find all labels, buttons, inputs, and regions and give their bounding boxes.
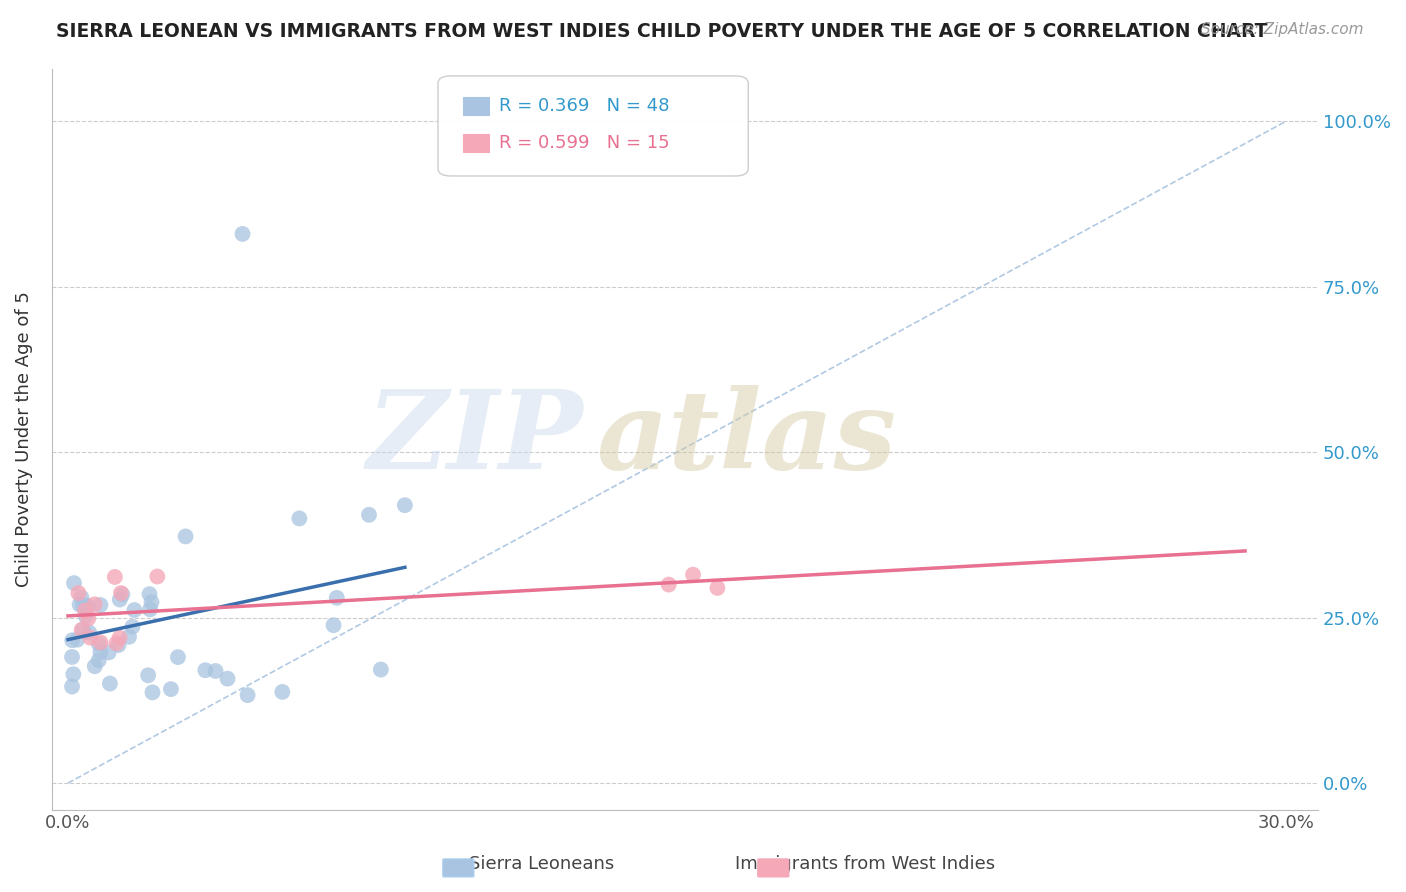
- Point: [139, 602, 162, 616]
- Point: [77, 612, 100, 626]
- Point: [138, 587, 160, 601]
- Point: [204, 664, 226, 678]
- Text: R = 0.599   N = 15: R = 0.599 N = 15: [499, 134, 669, 152]
- Point: [111, 588, 134, 602]
- Point: [706, 581, 728, 595]
- Point: [62, 667, 84, 681]
- Point: [77, 600, 100, 615]
- Point: [108, 631, 131, 645]
- Point: [79, 625, 101, 640]
- Text: Source: ZipAtlas.com: Source: ZipAtlas.com: [1201, 22, 1364, 37]
- Point: [160, 682, 183, 697]
- Point: [322, 618, 344, 632]
- Text: Sierra Leoneans: Sierra Leoneans: [468, 855, 614, 872]
- Point: [87, 653, 110, 667]
- Point: [83, 659, 105, 673]
- Point: [87, 637, 110, 651]
- Point: [141, 685, 163, 699]
- Y-axis label: Child Poverty Under the Age of 5: Child Poverty Under the Age of 5: [15, 291, 32, 587]
- Point: [75, 609, 97, 624]
- Point: [69, 598, 91, 612]
- Text: ZIP: ZIP: [367, 385, 583, 492]
- Point: [357, 508, 380, 522]
- Point: [658, 577, 681, 591]
- Text: SIERRA LEONEAN VS IMMIGRANTS FROM WEST INDIES CHILD POVERTY UNDER THE AGE OF 5 C: SIERRA LEONEAN VS IMMIGRANTS FROM WEST I…: [56, 22, 1268, 41]
- Point: [89, 598, 111, 612]
- Point: [73, 603, 96, 617]
- Text: R = 0.369   N = 48: R = 0.369 N = 48: [499, 96, 669, 114]
- Point: [194, 663, 217, 677]
- Point: [682, 567, 704, 582]
- Point: [70, 591, 93, 605]
- Point: [105, 636, 128, 650]
- Point: [63, 576, 86, 591]
- Point: [72, 599, 94, 613]
- Text: atlas: atlas: [596, 385, 897, 492]
- Point: [60, 633, 83, 648]
- Point: [72, 623, 94, 637]
- FancyBboxPatch shape: [439, 76, 748, 176]
- Point: [60, 680, 83, 694]
- Point: [104, 570, 127, 584]
- Point: [231, 227, 253, 241]
- Point: [174, 529, 197, 543]
- Point: [107, 638, 129, 652]
- Point: [110, 586, 132, 600]
- Point: [89, 635, 111, 649]
- Point: [79, 631, 101, 645]
- Text: Immigrants from West Indies: Immigrants from West Indies: [734, 855, 995, 872]
- Point: [67, 586, 90, 600]
- Point: [141, 595, 163, 609]
- Point: [60, 650, 83, 665]
- Point: [136, 668, 159, 682]
- Point: [70, 623, 93, 637]
- Point: [326, 591, 349, 605]
- Point: [394, 498, 416, 512]
- Bar: [464, 96, 489, 115]
- Point: [288, 511, 311, 525]
- Point: [66, 632, 89, 647]
- Point: [167, 650, 190, 665]
- Point: [217, 672, 239, 686]
- Point: [370, 663, 392, 677]
- Bar: [464, 134, 489, 153]
- Point: [89, 645, 111, 659]
- Point: [121, 620, 143, 634]
- Point: [75, 598, 97, 612]
- Point: [73, 601, 96, 615]
- Point: [83, 598, 105, 612]
- Point: [124, 603, 146, 617]
- Point: [118, 630, 141, 644]
- Point: [271, 685, 294, 699]
- Point: [98, 676, 121, 690]
- Point: [236, 688, 259, 702]
- Point: [97, 645, 120, 659]
- Point: [146, 569, 169, 583]
- Point: [108, 592, 131, 607]
